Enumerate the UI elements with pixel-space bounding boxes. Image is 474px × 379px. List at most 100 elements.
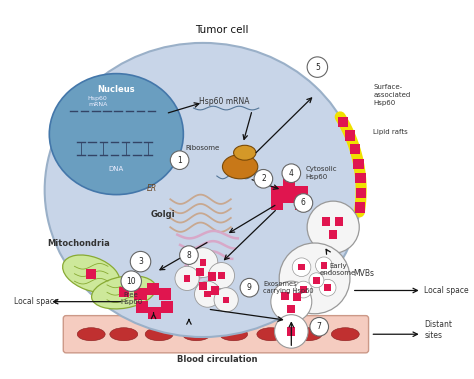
Text: Lipid rafts: Lipid rafts bbox=[373, 129, 408, 135]
FancyBboxPatch shape bbox=[324, 284, 331, 291]
Ellipse shape bbox=[257, 328, 285, 341]
Circle shape bbox=[214, 288, 238, 312]
FancyBboxPatch shape bbox=[137, 301, 148, 313]
FancyBboxPatch shape bbox=[271, 198, 283, 210]
FancyBboxPatch shape bbox=[271, 186, 283, 198]
Circle shape bbox=[319, 279, 336, 296]
FancyBboxPatch shape bbox=[350, 144, 360, 155]
Circle shape bbox=[295, 281, 312, 298]
Circle shape bbox=[180, 246, 198, 265]
FancyBboxPatch shape bbox=[355, 202, 365, 213]
Circle shape bbox=[130, 251, 151, 272]
Ellipse shape bbox=[222, 155, 258, 179]
FancyBboxPatch shape bbox=[196, 268, 204, 276]
Text: Hsp60 mRNA: Hsp60 mRNA bbox=[199, 97, 249, 106]
FancyBboxPatch shape bbox=[356, 173, 366, 183]
FancyBboxPatch shape bbox=[208, 273, 217, 281]
Text: 9: 9 bbox=[247, 283, 252, 292]
Ellipse shape bbox=[91, 276, 156, 309]
FancyBboxPatch shape bbox=[204, 291, 211, 298]
Circle shape bbox=[307, 201, 359, 253]
FancyBboxPatch shape bbox=[321, 218, 330, 226]
Circle shape bbox=[279, 243, 350, 314]
Text: Local space: Local space bbox=[424, 286, 469, 295]
Text: Blood circulation: Blood circulation bbox=[177, 355, 257, 364]
FancyBboxPatch shape bbox=[295, 186, 308, 198]
Ellipse shape bbox=[45, 43, 361, 337]
FancyBboxPatch shape bbox=[118, 287, 129, 298]
Circle shape bbox=[254, 169, 273, 188]
Text: Free
Hsp60: Free Hsp60 bbox=[120, 292, 142, 305]
Text: 6: 6 bbox=[301, 199, 306, 207]
Text: DNA: DNA bbox=[109, 166, 124, 172]
Ellipse shape bbox=[77, 328, 105, 341]
Ellipse shape bbox=[331, 328, 359, 341]
Ellipse shape bbox=[145, 328, 173, 341]
Text: Ribosome: Ribosome bbox=[186, 145, 220, 151]
Circle shape bbox=[240, 279, 259, 297]
FancyBboxPatch shape bbox=[313, 277, 319, 283]
Ellipse shape bbox=[219, 328, 247, 341]
Circle shape bbox=[309, 273, 324, 288]
FancyBboxPatch shape bbox=[63, 316, 369, 353]
Circle shape bbox=[121, 271, 141, 291]
FancyBboxPatch shape bbox=[184, 275, 191, 282]
Ellipse shape bbox=[294, 328, 322, 341]
FancyBboxPatch shape bbox=[148, 307, 161, 319]
Text: Nucleus: Nucleus bbox=[98, 85, 135, 94]
Ellipse shape bbox=[110, 328, 138, 341]
Text: Golgi: Golgi bbox=[151, 210, 175, 219]
Text: Tumor cell: Tumor cell bbox=[195, 25, 248, 35]
FancyBboxPatch shape bbox=[335, 218, 343, 226]
Text: Local space: Local space bbox=[14, 297, 59, 306]
Text: Mitochondria: Mitochondria bbox=[48, 240, 110, 249]
Circle shape bbox=[294, 194, 313, 212]
Text: 10: 10 bbox=[127, 277, 136, 286]
Text: 7: 7 bbox=[317, 322, 322, 331]
Circle shape bbox=[170, 151, 189, 169]
Text: 2: 2 bbox=[261, 174, 266, 183]
FancyBboxPatch shape bbox=[320, 262, 327, 269]
Text: Early
endosome: Early endosome bbox=[320, 263, 356, 276]
FancyBboxPatch shape bbox=[283, 179, 295, 191]
FancyBboxPatch shape bbox=[223, 296, 229, 303]
FancyBboxPatch shape bbox=[295, 198, 308, 210]
FancyBboxPatch shape bbox=[354, 158, 364, 169]
Text: 3: 3 bbox=[138, 257, 143, 266]
FancyBboxPatch shape bbox=[283, 191, 295, 204]
FancyBboxPatch shape bbox=[146, 283, 159, 295]
Circle shape bbox=[310, 318, 328, 336]
FancyBboxPatch shape bbox=[293, 293, 301, 301]
FancyBboxPatch shape bbox=[338, 117, 348, 127]
FancyBboxPatch shape bbox=[211, 286, 219, 295]
FancyBboxPatch shape bbox=[200, 259, 206, 266]
FancyBboxPatch shape bbox=[356, 188, 366, 198]
Text: 5: 5 bbox=[315, 63, 320, 72]
Ellipse shape bbox=[182, 328, 210, 341]
Circle shape bbox=[271, 281, 312, 322]
Circle shape bbox=[194, 281, 220, 307]
Text: 4: 4 bbox=[289, 169, 294, 178]
Text: ER: ER bbox=[146, 183, 157, 193]
Text: Cytosolic
Hsp60: Cytosolic Hsp60 bbox=[305, 166, 337, 180]
Text: 8: 8 bbox=[187, 251, 191, 260]
FancyBboxPatch shape bbox=[329, 230, 337, 239]
Text: Distant
sites: Distant sites bbox=[424, 319, 452, 340]
Text: Exosomes
carrying Hsp60: Exosomes carrying Hsp60 bbox=[264, 281, 314, 294]
Circle shape bbox=[209, 263, 235, 289]
FancyBboxPatch shape bbox=[345, 130, 355, 141]
Circle shape bbox=[274, 315, 308, 348]
FancyBboxPatch shape bbox=[199, 282, 207, 290]
FancyBboxPatch shape bbox=[298, 264, 305, 271]
Circle shape bbox=[175, 266, 199, 290]
Circle shape bbox=[282, 164, 301, 183]
Text: Surface-
associated
Hsp60: Surface- associated Hsp60 bbox=[373, 84, 410, 106]
Ellipse shape bbox=[49, 74, 183, 195]
FancyBboxPatch shape bbox=[159, 288, 171, 300]
Text: MVBs: MVBs bbox=[354, 269, 374, 278]
FancyBboxPatch shape bbox=[135, 288, 146, 300]
Ellipse shape bbox=[63, 255, 120, 293]
FancyBboxPatch shape bbox=[287, 305, 295, 313]
Circle shape bbox=[316, 257, 332, 274]
Circle shape bbox=[292, 258, 311, 277]
